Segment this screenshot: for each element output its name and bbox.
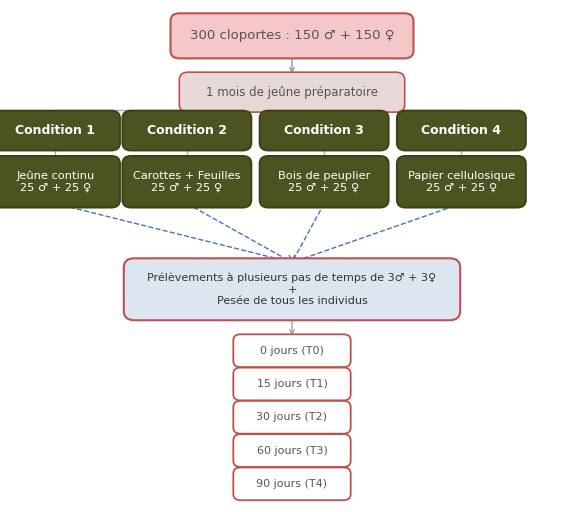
- Text: Condition 2: Condition 2: [147, 124, 227, 137]
- FancyBboxPatch shape: [179, 72, 405, 112]
- Text: 30 jours (T2): 30 jours (T2): [256, 412, 328, 422]
- Text: 90 jours (T4): 90 jours (T4): [256, 479, 328, 489]
- Text: Carottes + Feuilles
25 ♂ + 25 ♀: Carottes + Feuilles 25 ♂ + 25 ♀: [133, 171, 241, 193]
- FancyBboxPatch shape: [233, 401, 350, 434]
- FancyBboxPatch shape: [171, 13, 413, 58]
- FancyBboxPatch shape: [124, 258, 460, 321]
- Text: Condition 1: Condition 1: [16, 124, 95, 137]
- FancyBboxPatch shape: [259, 156, 389, 208]
- FancyBboxPatch shape: [397, 156, 526, 208]
- FancyBboxPatch shape: [0, 156, 120, 208]
- FancyBboxPatch shape: [123, 156, 251, 208]
- FancyBboxPatch shape: [233, 434, 350, 467]
- Text: 300 cloportes : 150 ♂ + 150 ♀: 300 cloportes : 150 ♂ + 150 ♀: [190, 29, 394, 42]
- Text: 15 jours (T1): 15 jours (T1): [256, 379, 328, 389]
- FancyBboxPatch shape: [259, 111, 389, 151]
- FancyBboxPatch shape: [233, 368, 350, 400]
- FancyBboxPatch shape: [123, 111, 251, 151]
- Text: Papier cellulosique
25 ♂ + 25 ♀: Papier cellulosique 25 ♂ + 25 ♀: [408, 171, 515, 193]
- Text: Jeûne continu
25 ♂ + 25 ♀: Jeûne continu 25 ♂ + 25 ♀: [16, 170, 95, 193]
- FancyBboxPatch shape: [233, 467, 350, 500]
- FancyBboxPatch shape: [0, 111, 120, 151]
- Text: Condition 3: Condition 3: [284, 124, 364, 137]
- FancyBboxPatch shape: [397, 111, 526, 151]
- FancyBboxPatch shape: [233, 334, 350, 367]
- Text: 60 jours (T3): 60 jours (T3): [256, 445, 328, 456]
- Text: 0 jours (T0): 0 jours (T0): [260, 346, 324, 356]
- Text: Condition 4: Condition 4: [422, 124, 501, 137]
- Text: Bois de peuplier
25 ♂ + 25 ♀: Bois de peuplier 25 ♂ + 25 ♀: [278, 171, 370, 193]
- Text: Prélèvements à plusieurs pas de temps de 3♂ + 3♀
+
Pesée de tous les individus: Prélèvements à plusieurs pas de temps de…: [147, 272, 437, 306]
- Text: 1 mois de jeûne préparatoire: 1 mois de jeûne préparatoire: [206, 86, 378, 99]
